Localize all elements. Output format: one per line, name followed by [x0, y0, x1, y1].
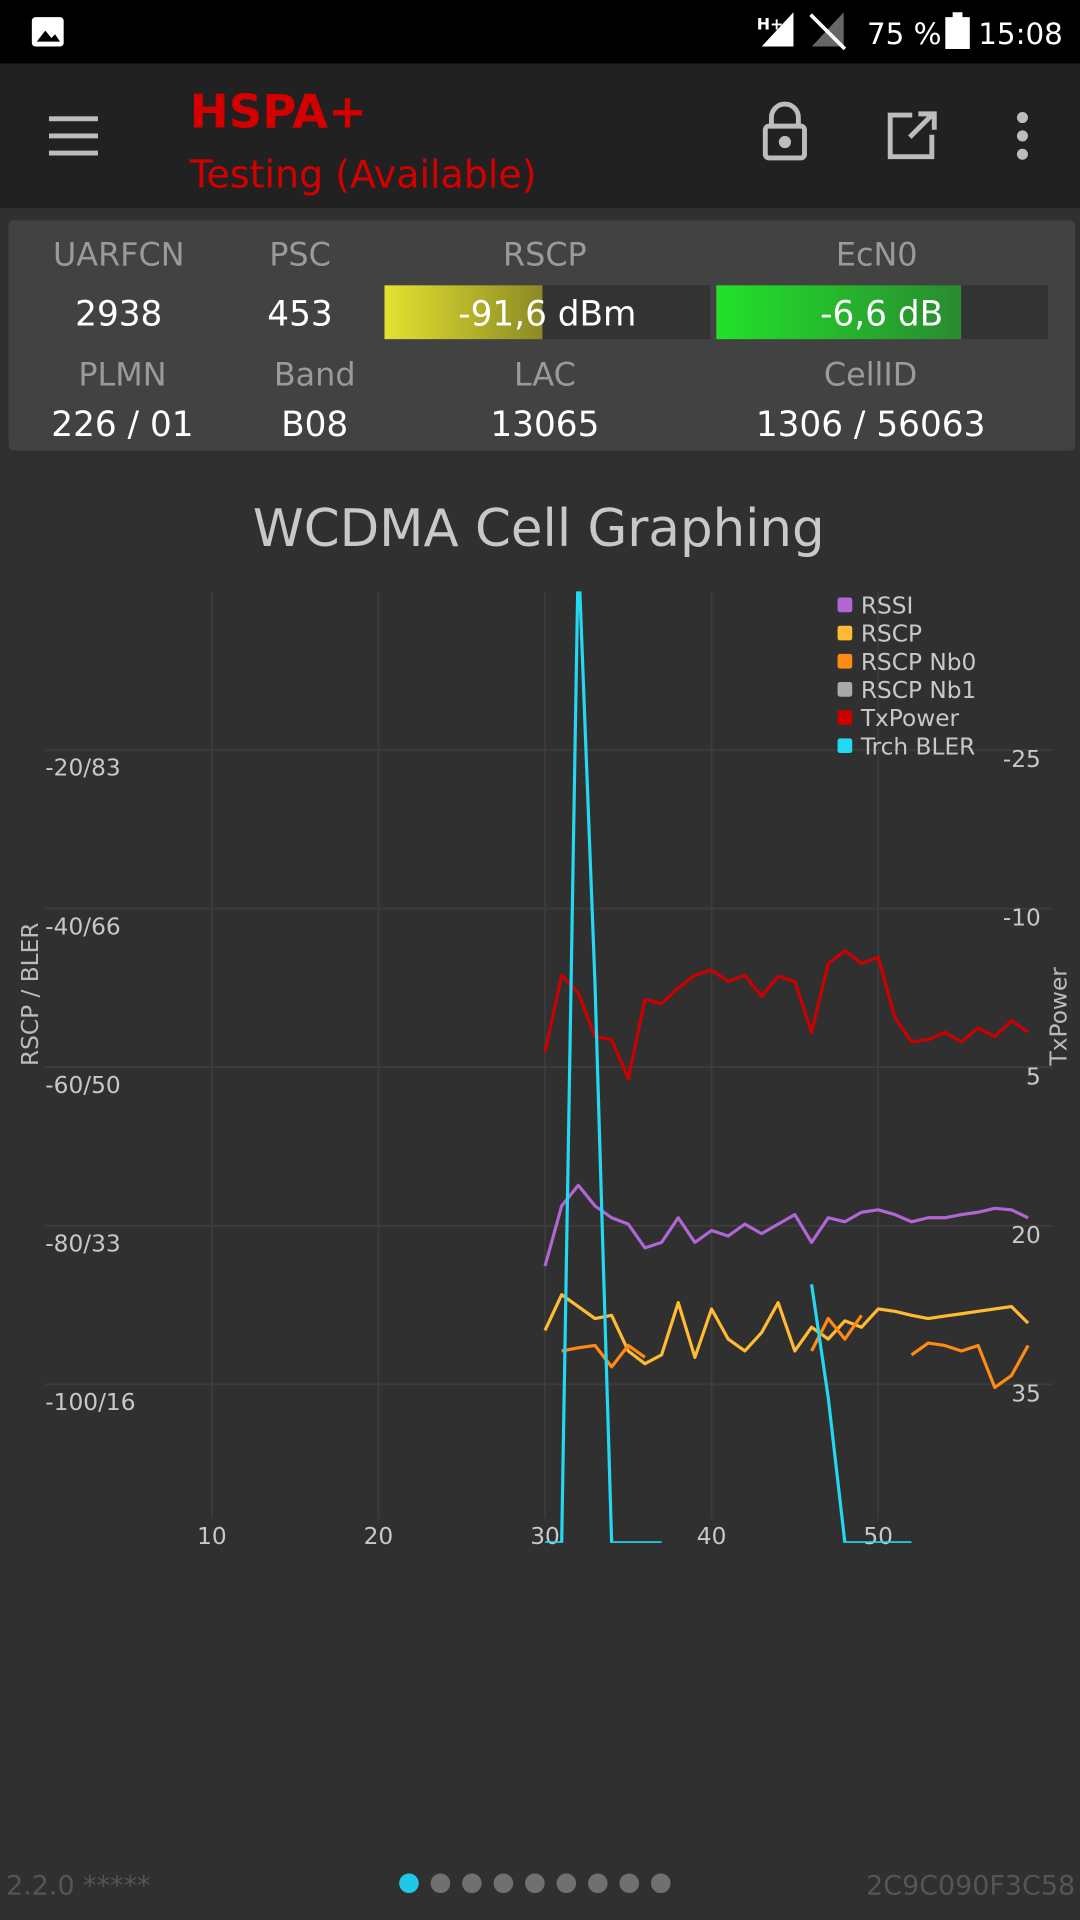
y-tick-label: -100/16	[45, 1389, 135, 1416]
clock: 15:08	[978, 17, 1063, 51]
chart-title: WCDMA Cell Graphing	[253, 499, 825, 559]
battery-level: 75 %	[867, 17, 942, 51]
series-line	[545, 591, 912, 1543]
page-dot	[493, 1873, 514, 1894]
info-label: PSC	[269, 236, 331, 274]
series-line	[543, 949, 1029, 1081]
info-label: Band	[274, 356, 356, 394]
legend-swatch	[837, 625, 853, 641]
overflow-button[interactable]	[1016, 112, 1028, 160]
page-dot	[525, 1873, 545, 1894]
info-value: 453	[267, 295, 332, 335]
info-value: B08	[281, 405, 348, 445]
x-tick-label: 20	[364, 1523, 394, 1550]
x-tick-label: 10	[197, 1523, 227, 1550]
info-value: 1306 / 56063	[756, 405, 986, 445]
series-line	[543, 1293, 1030, 1366]
share-button[interactable]	[887, 111, 937, 160]
info-value: 226 / 01	[51, 405, 193, 445]
ecn0-meter-fill	[716, 285, 962, 340]
rscp-meter-fill	[384, 285, 543, 340]
page-dot	[619, 1873, 640, 1894]
legend-swatch	[837, 682, 853, 697]
version: 2.2.0 *****	[6, 1870, 150, 1901]
page-dot	[650, 1873, 671, 1894]
app-subtitle: Testing (Available)	[189, 152, 537, 196]
x-tick-label: 40	[697, 1523, 727, 1550]
legend-swatch	[837, 597, 853, 613]
app-bar	[0, 63, 1080, 209]
y-tick-label: -40/66	[45, 913, 120, 940]
device-id: 2C9C090F3C58	[866, 1870, 1075, 1901]
y2-tick-label: -10	[1003, 905, 1041, 932]
ecn0-value: -6,6 dB	[820, 295, 943, 335]
network-type: H+	[757, 14, 784, 33]
info-value: 13065	[490, 405, 599, 445]
info-label: RSCP	[503, 236, 587, 274]
x-tick-label: 50	[863, 1523, 893, 1550]
info-label: PLMN	[78, 356, 166, 394]
y-tick-label: -60/50	[45, 1072, 120, 1099]
menu-button[interactable]	[48, 116, 98, 156]
page-dot	[462, 1873, 482, 1894]
legend-swatch	[837, 653, 853, 669]
gallery-icon-mark	[36, 30, 60, 42]
page-dot	[430, 1873, 451, 1894]
y2-tick-label: 5	[1026, 1063, 1041, 1090]
legend-label: RSCP	[861, 621, 922, 648]
info-label: UARFCN	[53, 236, 185, 274]
rscp-value: -91,6 dBm	[458, 295, 636, 335]
legend-label: RSCP Nb0	[861, 649, 977, 676]
page-dot	[556, 1873, 577, 1894]
gallery-icon	[31, 17, 64, 47]
y2-axis-label: TxPower	[1046, 967, 1073, 1067]
app-title: HSPA+	[190, 84, 367, 138]
legend-label: RSCP Nb1	[861, 677, 977, 704]
status-bar	[0, 0, 1080, 64]
legend-swatch	[837, 738, 853, 754]
y-tick-label: -20/83	[45, 755, 120, 782]
page-indicator	[399, 1873, 671, 1894]
info-label: LAC	[514, 356, 576, 394]
info-label: EcN0	[836, 236, 918, 274]
no-sim-slash	[809, 13, 847, 51]
y-tick-label: -80/33	[45, 1230, 120, 1257]
info-value: 2938	[75, 295, 162, 335]
legend-label: TxPower	[860, 705, 960, 732]
y2-tick-label: -25	[1003, 746, 1041, 773]
battery-icon	[945, 17, 970, 49]
y2-tick-label: 35	[1011, 1380, 1041, 1407]
y-axis-label: RSCP / BLER	[17, 923, 44, 1067]
page-dot	[399, 1873, 419, 1894]
y2-tick-label: 20	[1011, 1222, 1041, 1249]
legend-label: Trch BLER	[860, 733, 976, 760]
chart: 10 20 30 40 50 -20/83 -40/66 -60/50 -80/33 -100/1…	[45, 591, 1054, 1550]
legend-label: RSSI	[861, 592, 914, 619]
series-line	[543, 1183, 1029, 1267]
legend-swatch	[837, 710, 853, 725]
lock-button[interactable]	[762, 101, 807, 161]
page-dot	[588, 1873, 608, 1894]
battery-tip	[952, 12, 963, 19]
info-label: CellID	[824, 356, 917, 394]
x-tick-label: 30	[530, 1523, 560, 1550]
